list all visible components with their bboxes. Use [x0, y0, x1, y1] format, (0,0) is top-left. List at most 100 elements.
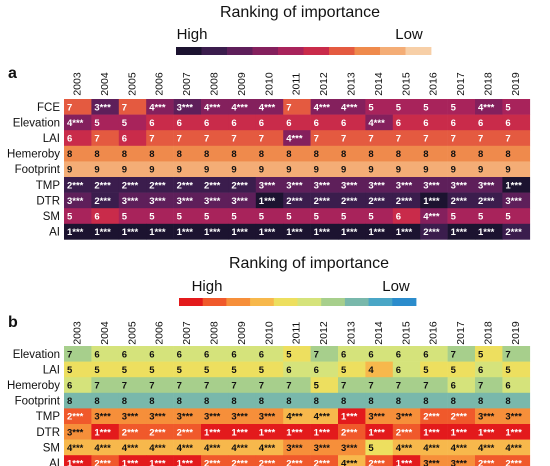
cell-value: 2***: [286, 196, 303, 207]
cell-value: 6: [94, 212, 99, 223]
cell-value: 6: [67, 381, 72, 392]
heatmap-cell: [255, 377, 284, 394]
cell-value: 7: [149, 381, 154, 392]
cell-value: 6: [231, 349, 236, 360]
cell-value: 9: [396, 165, 401, 176]
cell-value: 8: [341, 396, 346, 407]
cell-value: 1***: [204, 227, 221, 238]
heatmap-cell: [447, 161, 476, 178]
cell-value: 6: [478, 118, 483, 129]
heatmap-cell: [447, 114, 476, 131]
heatmap-cell: [420, 346, 448, 362]
heatmap-cell: [310, 424, 339, 440]
row-label: SM: [43, 442, 60, 454]
cell-value: 5: [231, 365, 237, 376]
row-label: LAI: [43, 133, 60, 145]
cell-value: 1***: [396, 459, 413, 466]
cell-value: 8: [259, 396, 264, 407]
cell-value: 6: [505, 118, 510, 129]
heatmap-cell: [64, 455, 92, 466]
cell-value: 5: [177, 212, 183, 223]
cell-value: 2***: [341, 427, 358, 438]
cell-value: 6: [259, 118, 264, 129]
cell-value: 5: [259, 365, 265, 376]
cell-value: 4***: [396, 443, 413, 454]
cell-value: 1***: [204, 427, 221, 438]
heatmap-cell: [475, 455, 503, 466]
heatmap-cell: [201, 161, 229, 178]
chart-title: Ranking of importance: [220, 4, 380, 21]
heatmap-cell: [255, 130, 284, 147]
heatmap-cell: [255, 346, 284, 362]
row-label: Footprint: [15, 164, 61, 176]
cell-value: 3***: [505, 412, 522, 423]
cell-value: 5: [478, 212, 484, 223]
cell-value: 8: [423, 149, 428, 160]
year-tick-label: 2008: [208, 321, 220, 345]
cell-value: 6: [177, 118, 182, 129]
cell-value: 2***: [204, 459, 221, 466]
cell-value: 6: [149, 118, 154, 129]
heatmap-cell: [502, 392, 531, 409]
heatmap-cell: [475, 161, 503, 178]
heatmap-cell: [365, 223, 394, 240]
heatmap-cell: [146, 145, 174, 162]
heatmap-cell: [146, 408, 174, 425]
heatmap-cell: [338, 161, 366, 178]
year-tick-label: 2012: [318, 72, 330, 96]
heatmap-cell: [255, 145, 284, 162]
heatmap-cell: [283, 346, 311, 362]
cell-value: 1***: [149, 227, 166, 238]
heatmap-cell: [338, 130, 366, 147]
heatmap-cell: [91, 424, 120, 440]
cell-value: 1***: [505, 427, 522, 438]
cell-value: 7: [341, 134, 346, 145]
heatmap-cell: [255, 392, 284, 409]
cell-value: 3***: [423, 459, 440, 466]
heatmap-cell: [310, 455, 339, 466]
row-label: AI: [49, 458, 60, 466]
heatmap-cell: [392, 361, 421, 378]
year-tick-label: 2006: [154, 72, 166, 96]
cell-value: 2***: [396, 427, 413, 438]
heatmap-cell: [255, 439, 284, 456]
heatmap-cell: [228, 346, 257, 362]
heatmap-cell: [201, 361, 229, 378]
heatmap-cell: [118, 208, 147, 225]
heatmap-cell: [255, 161, 284, 178]
heatmap-cell: [310, 177, 339, 193]
cell-value: 5: [149, 212, 155, 223]
cell-value: 2***: [259, 459, 276, 466]
heatmap-cell: [338, 455, 366, 466]
cell-value: 7: [67, 349, 72, 360]
cell-value: 5: [149, 365, 155, 376]
heatmap-cell: [91, 192, 120, 209]
cell-value: 5: [204, 365, 210, 376]
cell-value: 4***: [478, 443, 495, 454]
heatmap-cell: [146, 192, 174, 209]
year-tick-label: 2004: [99, 321, 111, 345]
cell-value: 9: [314, 165, 319, 176]
heatmap-cell: [228, 208, 257, 225]
cell-value: 7: [423, 134, 428, 145]
heatmap-cell: [173, 177, 202, 193]
year-tick-label: 2014: [373, 72, 385, 96]
heatmap-cell: [228, 439, 257, 456]
cell-value: 3***: [94, 412, 111, 423]
cell-value: 6: [341, 118, 346, 129]
heatmap-cell: [475, 192, 503, 209]
heatmap-cell: [91, 161, 120, 178]
heatmap-cell: [146, 99, 174, 115]
heatmap-cell: [64, 177, 92, 193]
heatmap-cell: [201, 377, 229, 394]
cell-value: 1***: [67, 459, 84, 466]
heatmap-cell: [392, 192, 421, 209]
heatmap-cell: [201, 192, 229, 209]
cell-value: 7: [314, 134, 319, 145]
cell-value: 2***: [204, 180, 221, 191]
heatmap-cell: [310, 161, 339, 178]
cell-value: 2***: [451, 412, 468, 423]
heatmap-cell: [283, 377, 311, 394]
heatmap-cell: [420, 114, 448, 131]
legend-high-label: High: [192, 278, 223, 295]
